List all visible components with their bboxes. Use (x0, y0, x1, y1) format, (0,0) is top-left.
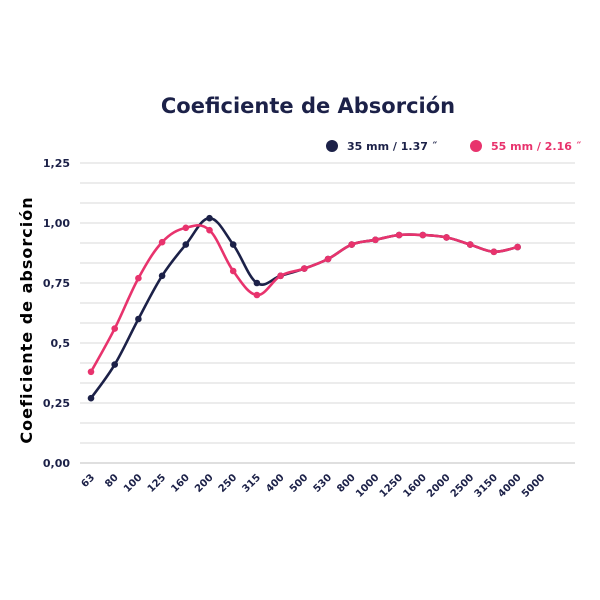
x-tick-label: 3150 (473, 472, 500, 499)
x-tick-label: 125 (146, 472, 169, 495)
x-tick-label: 530 (312, 472, 335, 495)
data-point (324, 255, 332, 263)
y-axis-ticks: 0,00 0,25 0,5 0,75 1,00 1,25 (43, 157, 70, 470)
y-tick-label: 0,75 (43, 277, 70, 290)
legend-marker (326, 140, 338, 152)
legend-label: 55 mm / 2.16 ˝ (491, 140, 582, 153)
y-tick-label: 0,00 (43, 457, 70, 470)
data-point (372, 236, 379, 244)
data-point (229, 267, 237, 275)
x-tick-label: 80 (103, 472, 121, 490)
chart-title: Coeficiente de Absorción (161, 94, 455, 118)
y-tick-label: 1,25 (43, 157, 70, 170)
x-tick-label: 4000 (496, 472, 523, 499)
data-point (158, 272, 166, 280)
data-point (135, 315, 142, 323)
data-point (182, 224, 190, 232)
series-55mm (87, 223, 521, 376)
data-point (229, 241, 237, 248)
x-tick-label: 100 (122, 472, 145, 495)
legend-label: 35 mm / 1.37 ˝ (347, 140, 438, 153)
x-tick-label: 63 (79, 472, 97, 490)
y-axis-label: Coeficiente de absorción (17, 196, 36, 443)
x-tick-label: 1000 (354, 472, 381, 499)
data-point (206, 226, 213, 234)
x-tick-label: 500 (288, 472, 311, 495)
legend: 35 mm / 1.37 ˝ 55 mm / 2.16 ˝ (326, 140, 582, 153)
data-point (466, 241, 474, 248)
data-point (87, 394, 95, 402)
y-tick-label: 0,5 (51, 337, 71, 350)
data-point (87, 368, 95, 376)
data-point (158, 238, 166, 246)
data-point (301, 265, 308, 272)
x-tick-label: 2000 (425, 472, 452, 499)
data-point (277, 272, 284, 280)
series-line (89, 216, 519, 400)
data-point (182, 241, 190, 248)
data-point (135, 274, 142, 282)
y-tick-label: 0,25 (43, 397, 70, 410)
x-tick-label: 315 (240, 472, 263, 495)
x-tick-label: 1250 (378, 472, 405, 499)
data-point (348, 241, 356, 248)
x-tick-label: 160 (169, 472, 192, 495)
x-tick-label: 250 (217, 472, 240, 495)
series-line (89, 223, 519, 374)
y-tick-label: 1,00 (43, 217, 70, 230)
gridlines (80, 162, 575, 464)
data-point (253, 291, 261, 299)
x-tick-label: 1600 (401, 472, 428, 499)
series-layer (87, 214, 521, 402)
x-tick-label: 200 (193, 472, 216, 495)
data-point (111, 361, 118, 368)
data-point (395, 231, 403, 239)
data-point (514, 243, 521, 251)
data-point (419, 231, 427, 239)
data-point (443, 234, 450, 241)
x-tick-label: 400 (264, 472, 287, 495)
data-point (111, 325, 118, 332)
x-tick-label: 2500 (449, 472, 476, 499)
x-tick-label: 5000 (520, 472, 547, 499)
data-point (253, 279, 261, 287)
x-axis-ticks: 63 80 100 125 160 200 250 315 400 500 530 800100012… (79, 472, 547, 499)
data-point (206, 214, 213, 222)
data-point (490, 248, 498, 256)
legend-marker (470, 140, 482, 152)
